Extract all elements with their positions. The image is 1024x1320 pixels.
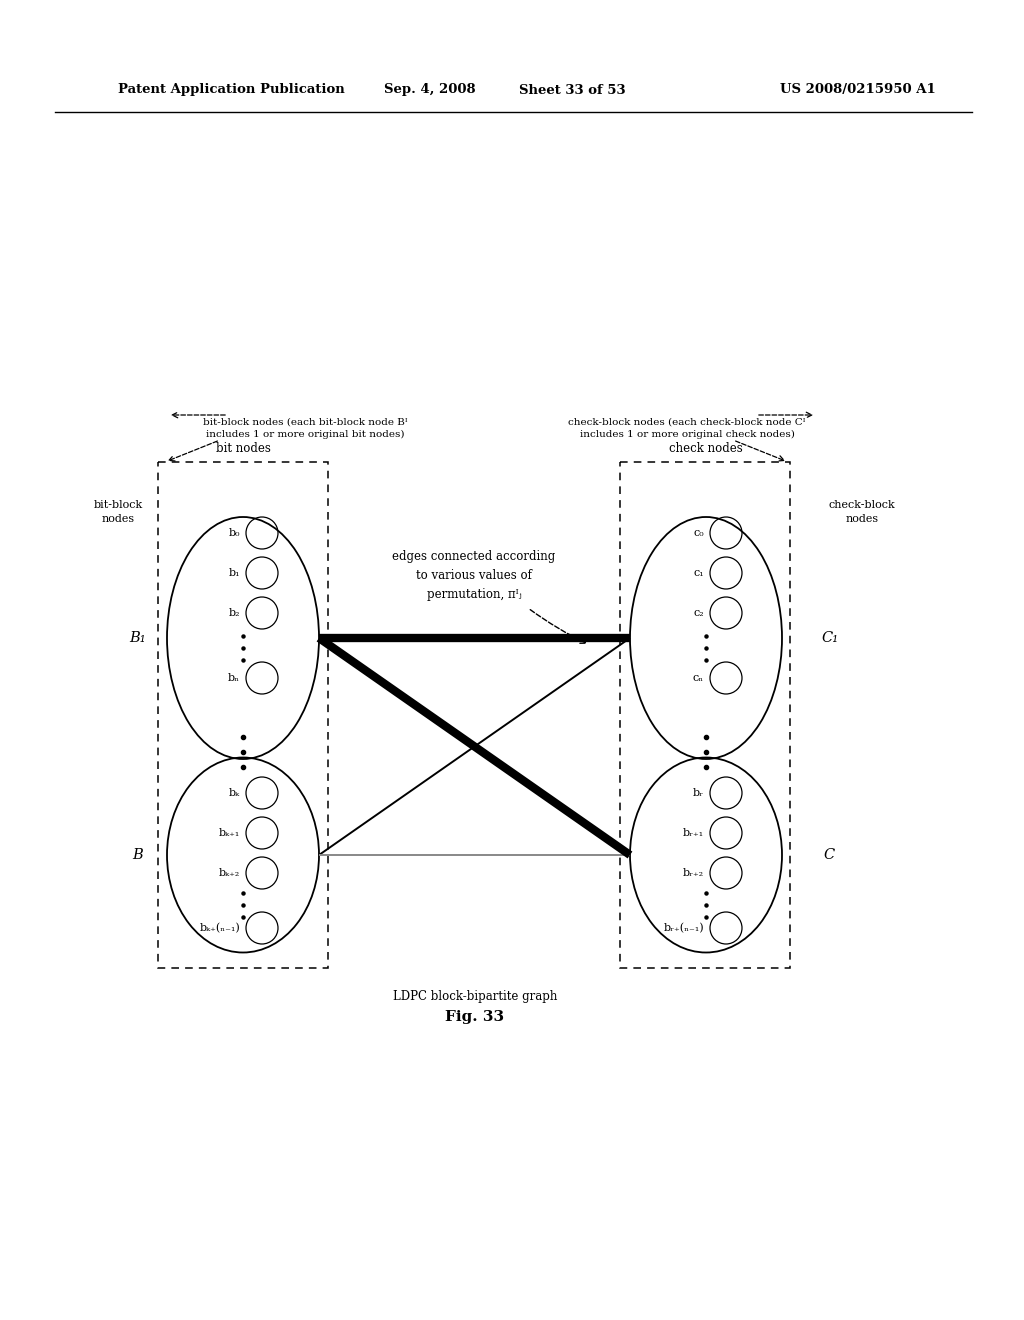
Text: bᵣ: bᵣ bbox=[693, 788, 705, 799]
Text: C⁤: C⁤ bbox=[824, 847, 836, 862]
Text: bₖ: bₖ bbox=[229, 788, 240, 799]
Text: bᵣ₊(ₙ₋₁): bᵣ₊(ₙ₋₁) bbox=[664, 923, 705, 933]
Text: bᵣ₊₂: bᵣ₊₂ bbox=[683, 869, 705, 878]
Text: B₁: B₁ bbox=[130, 631, 146, 645]
Text: c₂: c₂ bbox=[693, 609, 705, 618]
Text: bᵣ₊₁: bᵣ₊₁ bbox=[683, 828, 705, 838]
Text: bₖ₊₁: bₖ₊₁ bbox=[219, 828, 240, 838]
Text: Patent Application Publication: Patent Application Publication bbox=[118, 83, 345, 96]
Text: c₀: c₀ bbox=[693, 528, 705, 539]
Text: bₙ: bₙ bbox=[228, 673, 240, 682]
Bar bbox=[158, 462, 328, 968]
Text: check-block nodes (each check-block node Cᴵ
includes 1 or more original check no: check-block nodes (each check-block node… bbox=[568, 418, 806, 440]
Text: bit nodes: bit nodes bbox=[216, 442, 270, 455]
Text: c₁: c₁ bbox=[693, 568, 705, 578]
Text: cₙ: cₙ bbox=[693, 673, 705, 682]
Text: b₀: b₀ bbox=[228, 528, 240, 539]
Text: bit-block
nodes: bit-block nodes bbox=[93, 500, 142, 524]
Text: check-block
nodes: check-block nodes bbox=[828, 500, 895, 524]
Text: B⁣: B⁣ bbox=[133, 847, 143, 862]
Text: C₁: C₁ bbox=[821, 631, 839, 645]
Text: US 2008/0215950 A1: US 2008/0215950 A1 bbox=[780, 83, 936, 96]
Text: bₖ₊(ₙ₋₁): bₖ₊(ₙ₋₁) bbox=[200, 923, 240, 933]
Text: edges connected according
to various values of
permutation, πᴵⱼ: edges connected according to various val… bbox=[392, 550, 556, 601]
Text: Sheet 33 of 53: Sheet 33 of 53 bbox=[519, 83, 626, 96]
Text: b₁: b₁ bbox=[228, 568, 240, 578]
Text: bₖ₊₂: bₖ₊₂ bbox=[219, 869, 240, 878]
Text: Sep. 4, 2008: Sep. 4, 2008 bbox=[384, 83, 476, 96]
Text: bit-block nodes (each bit-block node Bᴵ
includes 1 or more original bit nodes): bit-block nodes (each bit-block node Bᴵ … bbox=[203, 418, 408, 440]
Text: b₂: b₂ bbox=[228, 609, 240, 618]
Text: check nodes: check nodes bbox=[669, 442, 742, 455]
Text: Fig. 33: Fig. 33 bbox=[445, 1010, 505, 1024]
Bar bbox=[620, 462, 790, 968]
Text: LDPC block-bipartite graph: LDPC block-bipartite graph bbox=[393, 990, 557, 1003]
